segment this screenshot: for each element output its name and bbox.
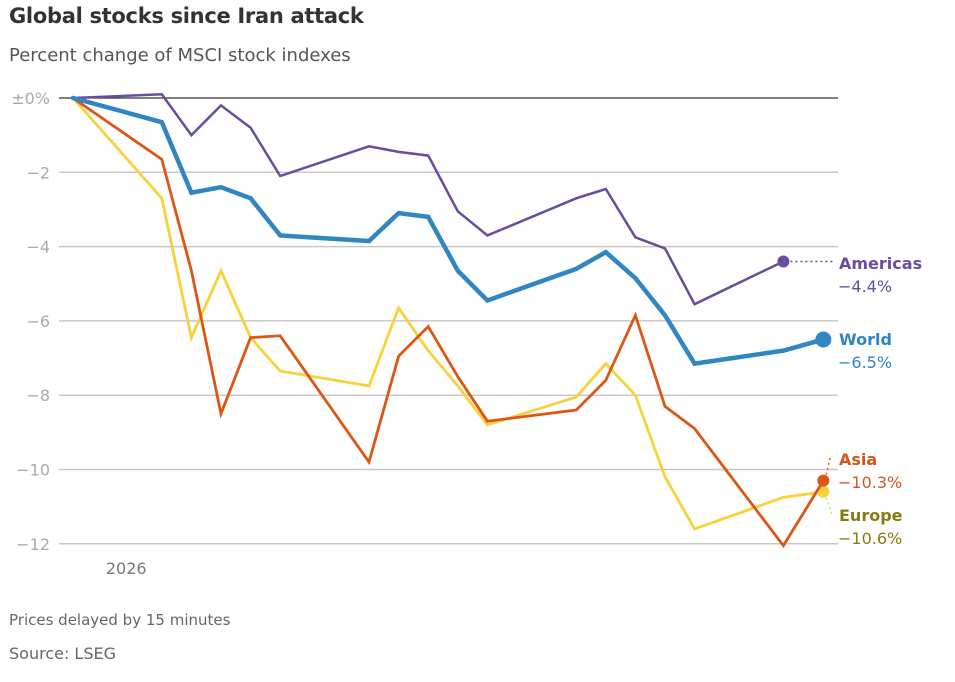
y-tick-label: ±0% xyxy=(11,89,50,108)
y-tick-label: −4 xyxy=(26,238,50,257)
y-tick-label: −8 xyxy=(26,386,50,405)
y-tick-label: −2 xyxy=(26,163,50,182)
series-value-americas: −4.4% xyxy=(838,277,892,296)
series-line-asia xyxy=(71,96,825,549)
series-line-world xyxy=(70,95,826,367)
chart-title: Global stocks since Iran attack xyxy=(9,4,364,28)
end-point-world xyxy=(815,331,832,348)
connector-europe xyxy=(825,497,833,516)
x-tick-label: 2026 xyxy=(106,559,147,578)
series-label-europe: Europe xyxy=(839,506,903,525)
source-note: Source: LSEG xyxy=(9,644,117,663)
series-value-world: −6.5% xyxy=(838,353,892,372)
chart-subtitle: Percent change of MSCI stock indexes xyxy=(9,45,351,66)
y-tick-label: −12 xyxy=(16,535,50,554)
end-point-asia xyxy=(817,474,830,487)
delay-note: Prices delayed by 15 minutes xyxy=(9,611,231,629)
series-line-europe xyxy=(71,96,825,531)
series-label-asia: Asia xyxy=(839,450,877,469)
y-tick-label: −6 xyxy=(26,312,50,331)
series-label-world: World xyxy=(839,330,892,349)
series-value-europe: −10.6% xyxy=(838,529,902,548)
y-tick-label: −10 xyxy=(16,461,50,480)
end-point-europe xyxy=(817,485,830,498)
series-label-americas: Americas xyxy=(839,254,922,273)
series-value-asia: −10.3% xyxy=(838,473,902,492)
series-line-americas xyxy=(71,93,785,306)
end-point-americas xyxy=(777,255,790,268)
connector-asia xyxy=(825,457,831,475)
